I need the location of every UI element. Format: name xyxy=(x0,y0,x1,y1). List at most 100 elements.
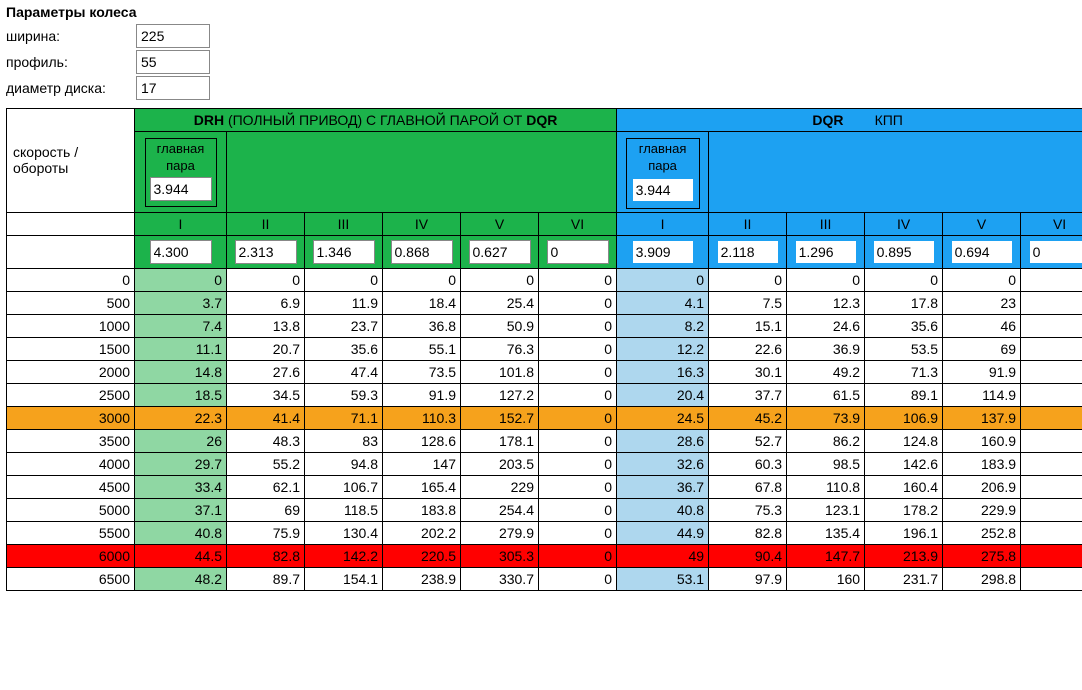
drh-cell: 0 xyxy=(539,291,617,314)
dqr-cell: 30.1 xyxy=(709,360,787,383)
dqr-cell: 298.8 xyxy=(943,567,1021,590)
rpm-cell: 1000 xyxy=(7,314,135,337)
drh-cell: 110.3 xyxy=(383,406,461,429)
dqr-gear-input[interactable] xyxy=(631,239,695,265)
rpm-cell: 5500 xyxy=(7,521,135,544)
drh-cell: 7.4 xyxy=(135,314,227,337)
drh-cell: 0 xyxy=(539,521,617,544)
drh-cell: 22.3 xyxy=(135,406,227,429)
dqr-gear-label: I xyxy=(617,212,709,235)
drh-cell: 142.2 xyxy=(305,544,383,567)
drh-gear-input[interactable] xyxy=(313,240,375,264)
drh-gear-input[interactable] xyxy=(547,240,609,264)
drh-main-pair-input[interactable] xyxy=(150,177,212,201)
dqr-cell: 12.2 xyxy=(617,337,709,360)
drh-cell: 76.3 xyxy=(461,337,539,360)
drh-cell: 3.7 xyxy=(135,291,227,314)
rpm-cell: 5000 xyxy=(7,498,135,521)
width-input[interactable] xyxy=(136,24,210,48)
drh-cell: 220.5 xyxy=(383,544,461,567)
drh-gear-label: V xyxy=(461,212,539,235)
dqr-gear-input[interactable] xyxy=(1028,239,1082,265)
drh-header: DRH (ПОЛНЫЙ ПРИВОД) С ГЛАВНОЙ ПАРОЙ ОТ D… xyxy=(135,109,617,132)
dqr-gear-input[interactable] xyxy=(872,239,936,265)
dqr-cell: 24.5 xyxy=(617,406,709,429)
dqr-cell: 160.9 xyxy=(943,429,1021,452)
dqr-cell: 98.5 xyxy=(787,452,865,475)
dqr-cell: 0 xyxy=(1021,383,1082,406)
rpm-cell: 0 xyxy=(7,268,135,291)
dqr-cell: 4.1 xyxy=(617,291,709,314)
rpm-cell: 2000 xyxy=(7,360,135,383)
drh-cell: 20.7 xyxy=(227,337,305,360)
dqr-gear-label: III xyxy=(787,212,865,235)
drh-cell: 73.5 xyxy=(383,360,461,383)
drh-cell: 0 xyxy=(383,268,461,291)
dqr-cell: 53.5 xyxy=(865,337,943,360)
drh-cell: 0 xyxy=(539,544,617,567)
table-row: 200014.827.647.473.5101.8016.330.149.271… xyxy=(7,360,1082,383)
drh-cell: 305.3 xyxy=(461,544,539,567)
dqr-cell: 0 xyxy=(1021,498,1082,521)
drh-cell: 0 xyxy=(539,452,617,475)
dqr-cell: 69 xyxy=(943,337,1021,360)
drh-cell: 71.1 xyxy=(305,406,383,429)
dqr-cell: 24.6 xyxy=(787,314,865,337)
table-row: 5003.76.911.918.425.404.17.512.317.8230 xyxy=(7,291,1082,314)
drh-cell: 69 xyxy=(227,498,305,521)
drh-gear-input[interactable] xyxy=(235,240,297,264)
drh-gear-input[interactable] xyxy=(469,240,531,264)
dqr-gear-input[interactable] xyxy=(716,239,780,265)
table-row: 450033.462.1106.7165.4229036.767.8110.81… xyxy=(7,475,1082,498)
rpm-cell: 3000 xyxy=(7,406,135,429)
drh-cell: 0 xyxy=(305,268,383,291)
drh-cell: 59.3 xyxy=(305,383,383,406)
drh-cell: 0 xyxy=(539,337,617,360)
drh-gear-input[interactable] xyxy=(150,240,212,264)
drh-cell: 34.5 xyxy=(227,383,305,406)
side-label: скорость /обороты xyxy=(7,109,135,213)
speed-table: скорость /обороты DRH (ПОЛНЫЙ ПРИВОД) С … xyxy=(6,108,1082,591)
dqr-gear-input[interactable] xyxy=(950,239,1014,265)
drh-cell: 36.8 xyxy=(383,314,461,337)
drh-cell: 0 xyxy=(539,314,617,337)
drh-cell: 183.8 xyxy=(383,498,461,521)
drh-cell: 279.9 xyxy=(461,521,539,544)
drh-cell: 0 xyxy=(135,268,227,291)
drh-cell: 18.4 xyxy=(383,291,461,314)
drh-cell: 44.5 xyxy=(135,544,227,567)
table-row: 500037.169118.5183.8254.4040.875.3123.11… xyxy=(7,498,1082,521)
dqr-cell: 61.5 xyxy=(787,383,865,406)
dqr-cell: 12.3 xyxy=(787,291,865,314)
table-row: 600044.582.8142.2220.5305.304990.4147.72… xyxy=(7,544,1082,567)
dqr-cell: 36.7 xyxy=(617,475,709,498)
drh-cell: 0 xyxy=(539,383,617,406)
dqr-cell: 71.3 xyxy=(865,360,943,383)
dqr-cell: 206.9 xyxy=(943,475,1021,498)
dqr-main-pair-input[interactable] xyxy=(631,177,695,203)
profile-input[interactable] xyxy=(136,50,210,74)
drh-cell: 0 xyxy=(461,268,539,291)
drh-cell: 35.6 xyxy=(305,337,383,360)
dqr-gear-input[interactable] xyxy=(794,239,858,265)
dqr-cell: 0 xyxy=(943,268,1021,291)
dqr-cell: 90.4 xyxy=(709,544,787,567)
dqr-cell: 160.4 xyxy=(865,475,943,498)
drh-cell: 75.9 xyxy=(227,521,305,544)
dqr-cell: 0 xyxy=(1021,544,1082,567)
dqr-cell: 23 xyxy=(943,291,1021,314)
dqr-cell: 0 xyxy=(709,268,787,291)
dqr-cell: 0 xyxy=(1021,291,1082,314)
dqr-cell: 178.2 xyxy=(865,498,943,521)
dqr-cell: 15.1 xyxy=(709,314,787,337)
profile-label: профиль: xyxy=(6,54,136,70)
diameter-input[interactable] xyxy=(136,76,210,100)
dqr-main-pair-label1: главная xyxy=(631,142,695,156)
drh-cell: 6.9 xyxy=(227,291,305,314)
dqr-cell: 82.8 xyxy=(709,521,787,544)
drh-cell: 0 xyxy=(539,268,617,291)
drh-cell: 94.8 xyxy=(305,452,383,475)
dqr-cell: 89.1 xyxy=(865,383,943,406)
drh-cell: 83 xyxy=(305,429,383,452)
drh-gear-input[interactable] xyxy=(391,240,453,264)
